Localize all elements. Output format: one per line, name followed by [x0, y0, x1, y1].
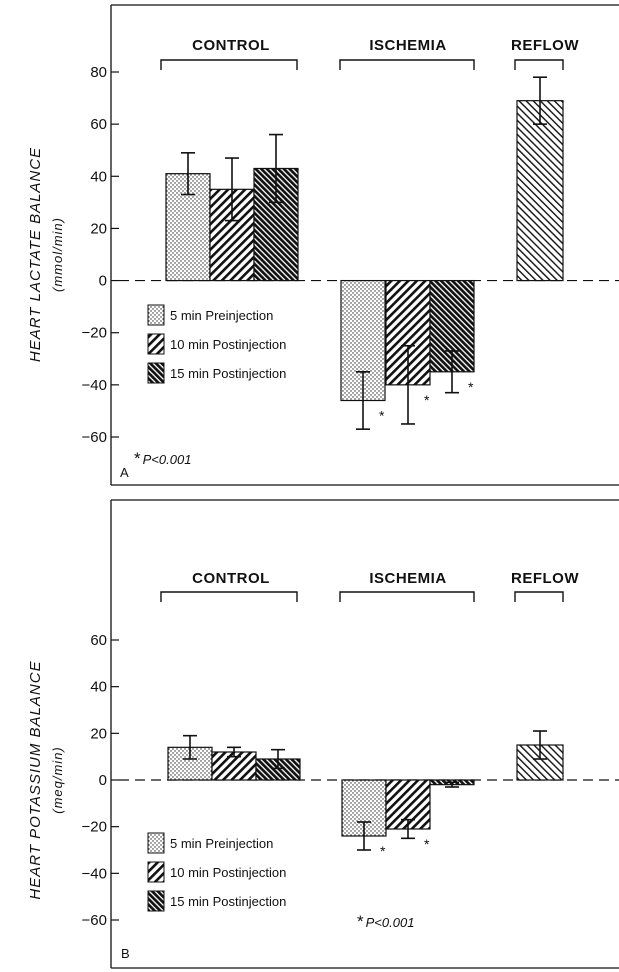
y-tick-label: −60	[82, 912, 107, 929]
y-tick-label: −60	[82, 429, 107, 446]
y-axis-label: HEART LACTATE BALANCE	[27, 147, 44, 362]
bar	[516, 744, 564, 781]
significance-star: *	[379, 408, 385, 424]
legend-label: 10 min Postinjection	[170, 865, 286, 880]
bar	[516, 100, 564, 282]
group-label-ischemia: ISCHEMIA	[369, 37, 446, 54]
group-bracket	[514, 59, 564, 70]
group-label-control: CONTROL	[192, 570, 270, 587]
significance-star: *	[424, 392, 430, 408]
significance-star: *	[380, 843, 386, 859]
y-tick-label: 40	[90, 168, 107, 185]
y-tick-label: −40	[82, 865, 107, 882]
legend-swatch	[147, 362, 165, 384]
group-bracket	[339, 59, 475, 70]
y-tick-label: −20	[82, 325, 107, 342]
group-label-reflow: REFLOW	[511, 570, 579, 587]
legend-label: 15 min Postinjection	[170, 366, 286, 381]
significance-star: *	[424, 836, 430, 852]
group-label-reflow: REFLOW	[511, 37, 579, 54]
y-axis-unit: (meq/min)	[50, 746, 65, 814]
panel-b-potassium-chart: −60 −40 −20 0 20 40 60 HEART POTASSIUM BALANCE (…	[27, 499, 619, 969]
y-tick-label: −40	[82, 377, 107, 394]
significance-note: * P<0.001	[134, 449, 191, 468]
group-label-control: CONTROL	[192, 37, 270, 54]
panel-a-lactate-chart: −60 −40 −20 0 20 40 60 80 HEART LACTATE BALANCE (…	[27, 4, 619, 486]
legend-swatch	[147, 304, 165, 326]
legend-swatch	[147, 832, 165, 854]
group-bracket	[160, 59, 298, 70]
legend-swatch	[147, 861, 165, 883]
group-bracket	[514, 591, 564, 602]
legend-label: 10 min Postinjection	[170, 337, 286, 352]
y-tick-label: 0	[99, 772, 107, 789]
legend-swatch	[147, 333, 165, 355]
group-bracket	[160, 591, 298, 602]
y-tick-label: 60	[90, 116, 107, 133]
legend-label: 15 min Postinjection	[170, 894, 286, 909]
panel-letter: A	[120, 465, 129, 480]
y-tick-label: 40	[90, 679, 107, 696]
group-bracket	[339, 591, 475, 602]
y-tick-label: 20	[90, 725, 107, 742]
significance-note: * P<0.001	[357, 912, 414, 931]
group-label-ischemia: ISCHEMIA	[369, 570, 446, 587]
y-tick-label: −20	[82, 819, 107, 836]
y-axis-unit: (mmol/min)	[50, 217, 65, 292]
y-tick-label: 20	[90, 220, 107, 237]
y-tick-label: 60	[90, 632, 107, 649]
y-tick-label: 0	[99, 273, 107, 290]
legend-label: 5 min Preinjection	[170, 308, 273, 323]
significance-star: *	[468, 379, 474, 395]
y-axis-label: HEART POTASSIUM BALANCE	[27, 660, 44, 899]
legend-label: 5 min Preinjection	[170, 836, 273, 851]
legend-swatch	[147, 890, 165, 912]
y-tick-label: 80	[90, 64, 107, 81]
panel-letter: B	[121, 946, 130, 961]
